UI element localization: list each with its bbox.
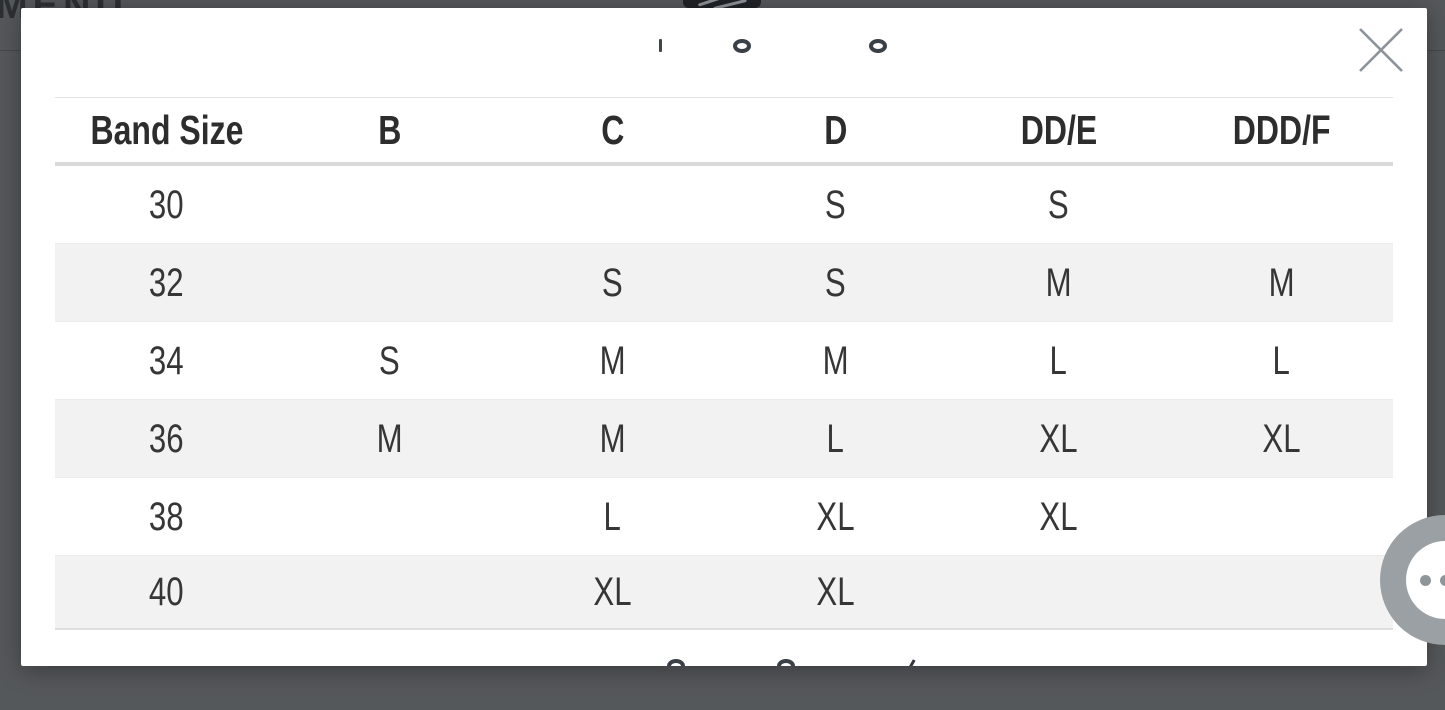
column-header-band-size: Band Size (90, 106, 243, 153)
size-cell (278, 497, 501, 537)
size-cell: L (603, 494, 622, 539)
size-cell (1170, 185, 1393, 225)
size-cell: L (826, 416, 845, 461)
size-cell: M (822, 338, 849, 383)
table-row: 36 M M L XL XL (55, 400, 1393, 478)
chat-bubble-icon (1406, 541, 1445, 619)
band-size-value: 32 (149, 260, 184, 305)
table-row: 30 S S (55, 166, 1393, 244)
clipped-heading-fragment (733, 39, 751, 53)
band-size-value: 34 (149, 338, 184, 383)
size-cell: L (1272, 338, 1291, 383)
size-cell (278, 572, 501, 612)
column-header-d: D (823, 106, 848, 153)
column-header-ddd-f: DDD/F (1232, 106, 1331, 153)
logo-detail (713, 0, 747, 8)
close-icon[interactable] (1357, 26, 1405, 74)
table-header-row: Band Size B C D DD/E DDD/F (55, 98, 1393, 166)
size-cell: XL (816, 570, 855, 614)
clipped-heading-fragment (667, 659, 685, 666)
clipped-heading-fragment (659, 39, 662, 52)
clipped-heading-fragment (869, 39, 887, 53)
size-cell: M (1045, 260, 1072, 305)
size-cell: M (1268, 260, 1295, 305)
size-cell (501, 185, 724, 225)
table-row: 34 S M M L L (55, 322, 1393, 400)
clipped-heading-fragment (777, 659, 795, 666)
size-cell: XL (1262, 416, 1301, 461)
site-logo (683, 0, 761, 8)
band-size-value: 38 (149, 494, 184, 539)
column-header-b: B (377, 106, 402, 153)
size-cell (1170, 572, 1393, 612)
size-cell: XL (1039, 416, 1078, 461)
size-cell (278, 185, 501, 225)
chat-dot (1439, 574, 1445, 586)
size-cell: M (376, 416, 403, 461)
size-cell: S (379, 338, 400, 383)
size-cell: S (825, 260, 846, 305)
size-cell: XL (593, 570, 632, 614)
clipped-heading-fragment (905, 659, 916, 666)
band-size-value: 30 (149, 182, 184, 227)
size-cell: S (1048, 182, 1069, 227)
size-cell: L (1049, 338, 1068, 383)
table-row: 40 XL XL (55, 556, 1393, 630)
size-cell: S (602, 260, 623, 305)
table-row: 38 L XL XL (55, 478, 1393, 556)
size-cell (947, 572, 1170, 612)
band-size-value: 40 (149, 570, 184, 614)
size-cell: XL (1039, 494, 1078, 539)
size-chart-modal: Band Size B C D DD/E DDD/F 30 S S 32 S S… (21, 8, 1427, 666)
size-cell: M (599, 338, 626, 383)
size-chart-table: Band Size B C D DD/E DDD/F 30 S S 32 S S… (55, 97, 1393, 630)
column-header-c: C (600, 106, 625, 153)
size-cell: S (825, 182, 846, 227)
size-cell (1170, 497, 1393, 537)
table-row: 32 S S M M (55, 244, 1393, 322)
column-header-dd-e: DD/E (1020, 106, 1097, 153)
size-cell: XL (816, 494, 855, 539)
chat-dot (1419, 574, 1431, 586)
band-size-value: 36 (149, 416, 184, 461)
size-cell (278, 263, 501, 303)
size-cell: M (599, 416, 626, 461)
